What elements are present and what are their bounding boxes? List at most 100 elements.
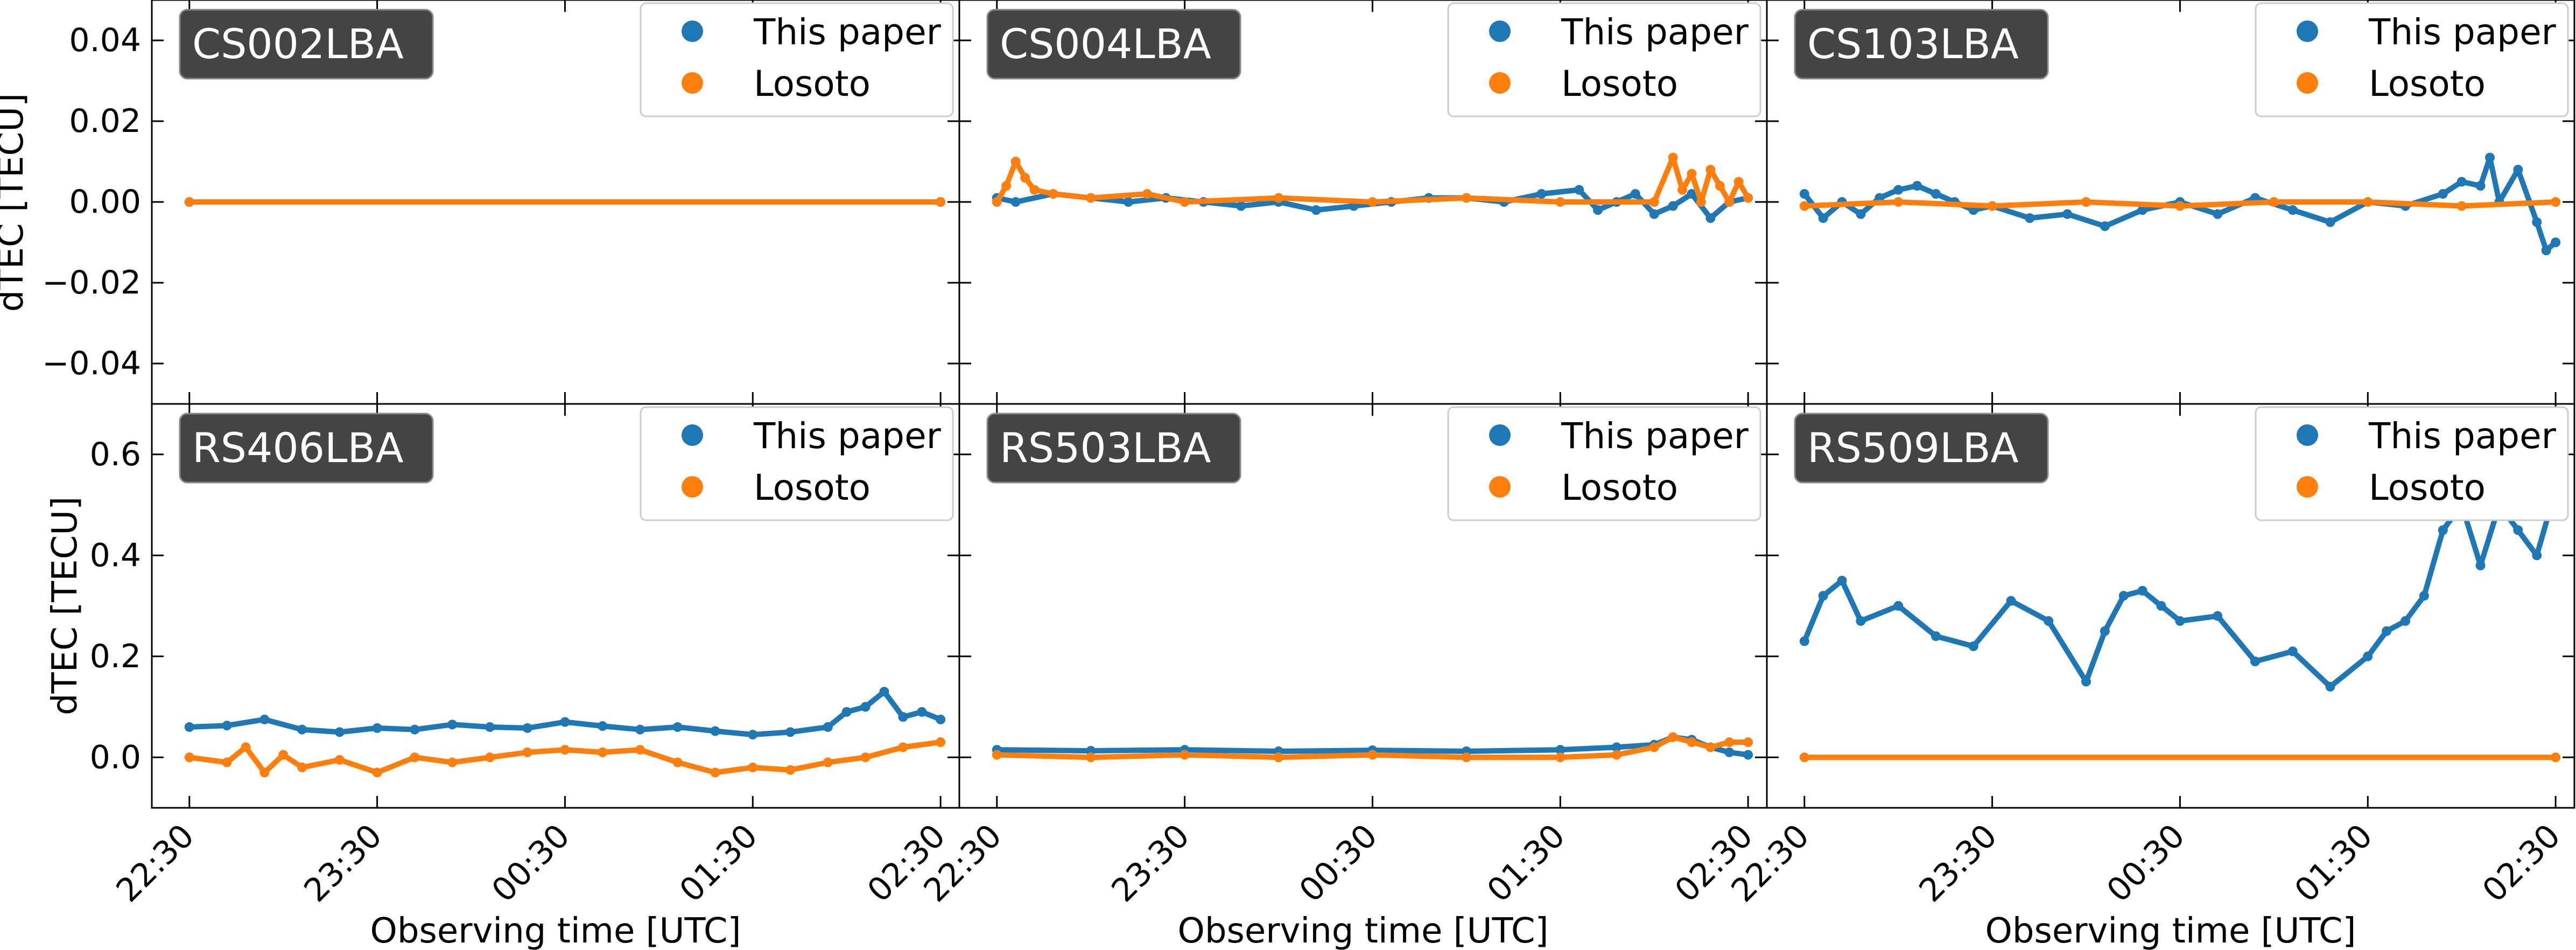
data-point: [1649, 197, 1659, 207]
legend-label: This paper: [753, 11, 942, 53]
data-point: [184, 197, 194, 207]
series-losoto: [992, 152, 1753, 207]
y-tick-label: 0.4: [90, 536, 141, 574]
data-point: [1931, 189, 1941, 199]
data-point: [2025, 213, 2035, 223]
x-axis-label: Observing time [UTC]: [1985, 911, 2356, 950]
data-point: [222, 757, 232, 767]
data-point: [2513, 165, 2523, 174]
data-point: [1611, 742, 1622, 752]
station-label: CS004LBA: [1000, 20, 1211, 68]
legend-box: [640, 406, 954, 521]
x-axis-label: Observing time [UTC]: [370, 911, 741, 950]
series-this-paper: [1799, 152, 2561, 255]
legend-label: Losoto: [1561, 63, 1678, 104]
data-point: [1536, 189, 1547, 199]
station-label: CS002LBA: [192, 20, 404, 68]
series-this-paper: [184, 687, 946, 740]
data-point: [879, 687, 889, 697]
data-point: [1555, 197, 1566, 207]
data-point: [823, 722, 833, 732]
data-point: [992, 750, 1002, 760]
y-tick-label: 0.2: [90, 638, 141, 675]
legend-box: [1447, 406, 1761, 521]
data-point: [2438, 525, 2448, 535]
data-point: [1367, 750, 1378, 760]
data-point: [1048, 189, 1058, 199]
x-tick-label: 00:30: [2100, 817, 2192, 910]
data-point: [1555, 752, 1566, 763]
station-label-box: [986, 413, 1241, 484]
station-label-box: [986, 9, 1241, 80]
data-point: [241, 742, 251, 752]
data-point: [1799, 752, 1809, 763]
data-point: [1818, 591, 1828, 601]
data-point: [2044, 616, 2054, 626]
data-point: [598, 747, 608, 757]
data-point: [710, 726, 720, 736]
series-losoto: [992, 732, 1753, 763]
legend-marker: [682, 476, 703, 498]
data-point: [1180, 197, 1190, 207]
data-point: [1687, 189, 1697, 199]
station-label: CS103LBA: [1807, 20, 2019, 68]
data-point: [598, 721, 608, 731]
legend-label: This paper: [2368, 11, 2557, 53]
data-point: [2081, 676, 2091, 687]
data-point: [1367, 197, 1378, 207]
data-point: [2250, 656, 2260, 667]
data-point: [372, 767, 382, 778]
data-point: [2062, 209, 2073, 219]
panel-cs103lba: CS103LBA This paper Losoto: [1766, 0, 2575, 405]
data-point: [1001, 181, 1012, 191]
data-point: [1180, 750, 1190, 760]
data-point: [2456, 201, 2467, 211]
data-point: [1724, 747, 1735, 757]
y-tick-label: 0.6: [90, 436, 141, 473]
y-tick-label: −0.02: [42, 264, 141, 302]
data-point: [1987, 201, 1997, 211]
data-point: [1696, 197, 1706, 207]
data-point: [1931, 631, 1941, 641]
data-point: [2156, 601, 2166, 611]
data-point: [823, 757, 833, 767]
data-point: [992, 197, 1002, 207]
data-point: [1715, 181, 1725, 191]
legend-marker: [682, 424, 703, 446]
data-point: [2513, 525, 2523, 535]
data-point: [1705, 165, 1716, 174]
data-point: [841, 707, 852, 717]
data-point: [522, 747, 532, 757]
legend-box: [2255, 406, 2569, 521]
legend-box: [1447, 2, 1761, 117]
data-point: [1311, 205, 1321, 215]
data-point: [917, 707, 927, 717]
y-tick-label: 0.00: [69, 183, 141, 221]
data-point: [1893, 185, 1904, 195]
legend-marker: [682, 20, 703, 42]
data-point: [560, 745, 570, 755]
data-point: [748, 730, 758, 740]
data-point: [2175, 616, 2185, 626]
legend-marker: [1489, 20, 1511, 42]
legend-label: Losoto: [754, 63, 871, 104]
legend-label: This paper: [1561, 415, 1749, 457]
data-point: [2400, 616, 2411, 626]
data-point: [2456, 177, 2467, 187]
series-losoto: [1799, 197, 2561, 211]
data-point: [1555, 745, 1566, 755]
x-tick-label: 00:30: [485, 817, 577, 910]
series-losoto: [184, 197, 946, 207]
data-point: [1123, 197, 1133, 207]
data-point: [1724, 737, 1735, 748]
x-tick-label: 23:30: [1912, 817, 2004, 910]
legend-label: Losoto: [2369, 63, 2486, 104]
data-point: [898, 742, 908, 752]
data-point: [1010, 157, 1021, 166]
data-point: [1743, 193, 1753, 203]
data-point: [936, 714, 946, 724]
y-axis-label: dTEC [TECU]: [45, 497, 85, 715]
data-point: [2475, 561, 2486, 570]
legend-marker: [682, 72, 703, 94]
